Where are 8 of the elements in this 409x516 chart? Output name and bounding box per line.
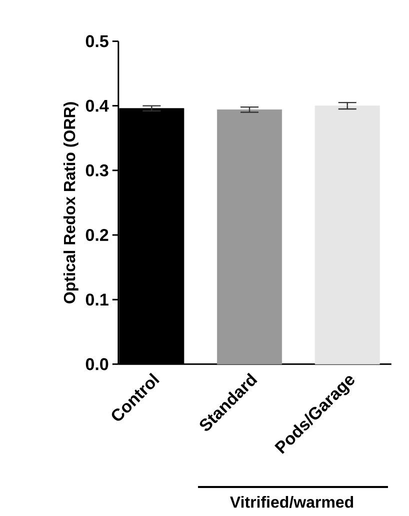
y-tick-label: 0.4 (86, 100, 109, 112)
y-axis-title: Optical Redox Ratio (ORR) (63, 102, 78, 304)
y-tick-label: 0.1 (86, 294, 108, 306)
y-tick-label: 0.3 (86, 164, 108, 176)
y-tick-label: 0.5 (86, 35, 108, 48)
y-tick-label: 0.0 (86, 358, 108, 370)
text: Vitrified/warmed (230, 496, 354, 508)
y-tick-label: 0.2 (86, 228, 108, 242)
